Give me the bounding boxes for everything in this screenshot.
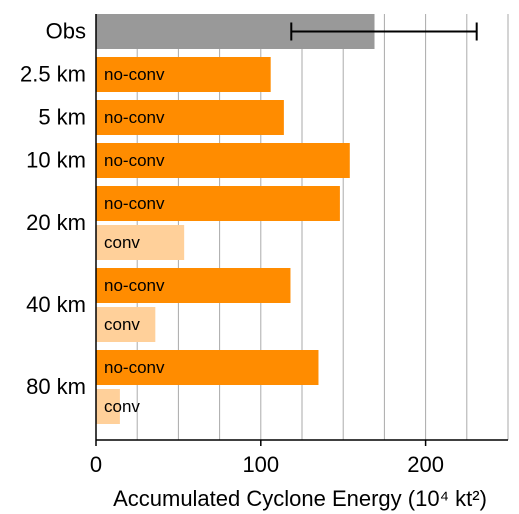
- bar: [96, 389, 120, 424]
- bar: [96, 307, 156, 342]
- bar-label: no-conv: [104, 151, 165, 170]
- row-label: 10 km: [26, 147, 86, 172]
- bar-label: no-conv: [104, 358, 165, 377]
- x-tick-label: 100: [242, 452, 279, 477]
- bar: [96, 350, 319, 385]
- row-label: 40 km: [26, 292, 86, 317]
- x-tick-label: 200: [407, 452, 444, 477]
- bar-label: no-conv: [104, 194, 165, 213]
- bar-label: conv: [104, 233, 140, 252]
- bar: [96, 225, 185, 260]
- row-label: 5 km: [38, 104, 86, 129]
- bar-label: conv: [104, 397, 140, 416]
- row-label: 80 km: [26, 374, 86, 399]
- bar-label: no-conv: [104, 276, 165, 295]
- bar: [96, 186, 340, 221]
- row-label: 2.5 km: [20, 61, 86, 86]
- bar: [96, 268, 291, 303]
- bar-label: no-conv: [104, 108, 165, 127]
- row-label: Obs: [46, 18, 86, 43]
- bar-label: conv: [104, 315, 140, 334]
- x-axis-label: Accumulated Cyclone Energy (10⁴ kt²): [113, 486, 487, 511]
- bar: [96, 100, 284, 135]
- bar-label: no-conv: [104, 65, 165, 84]
- x-tick-label: 0: [90, 452, 102, 477]
- bar: [96, 57, 271, 92]
- bar: [96, 143, 350, 178]
- row-label: 20 km: [26, 210, 86, 235]
